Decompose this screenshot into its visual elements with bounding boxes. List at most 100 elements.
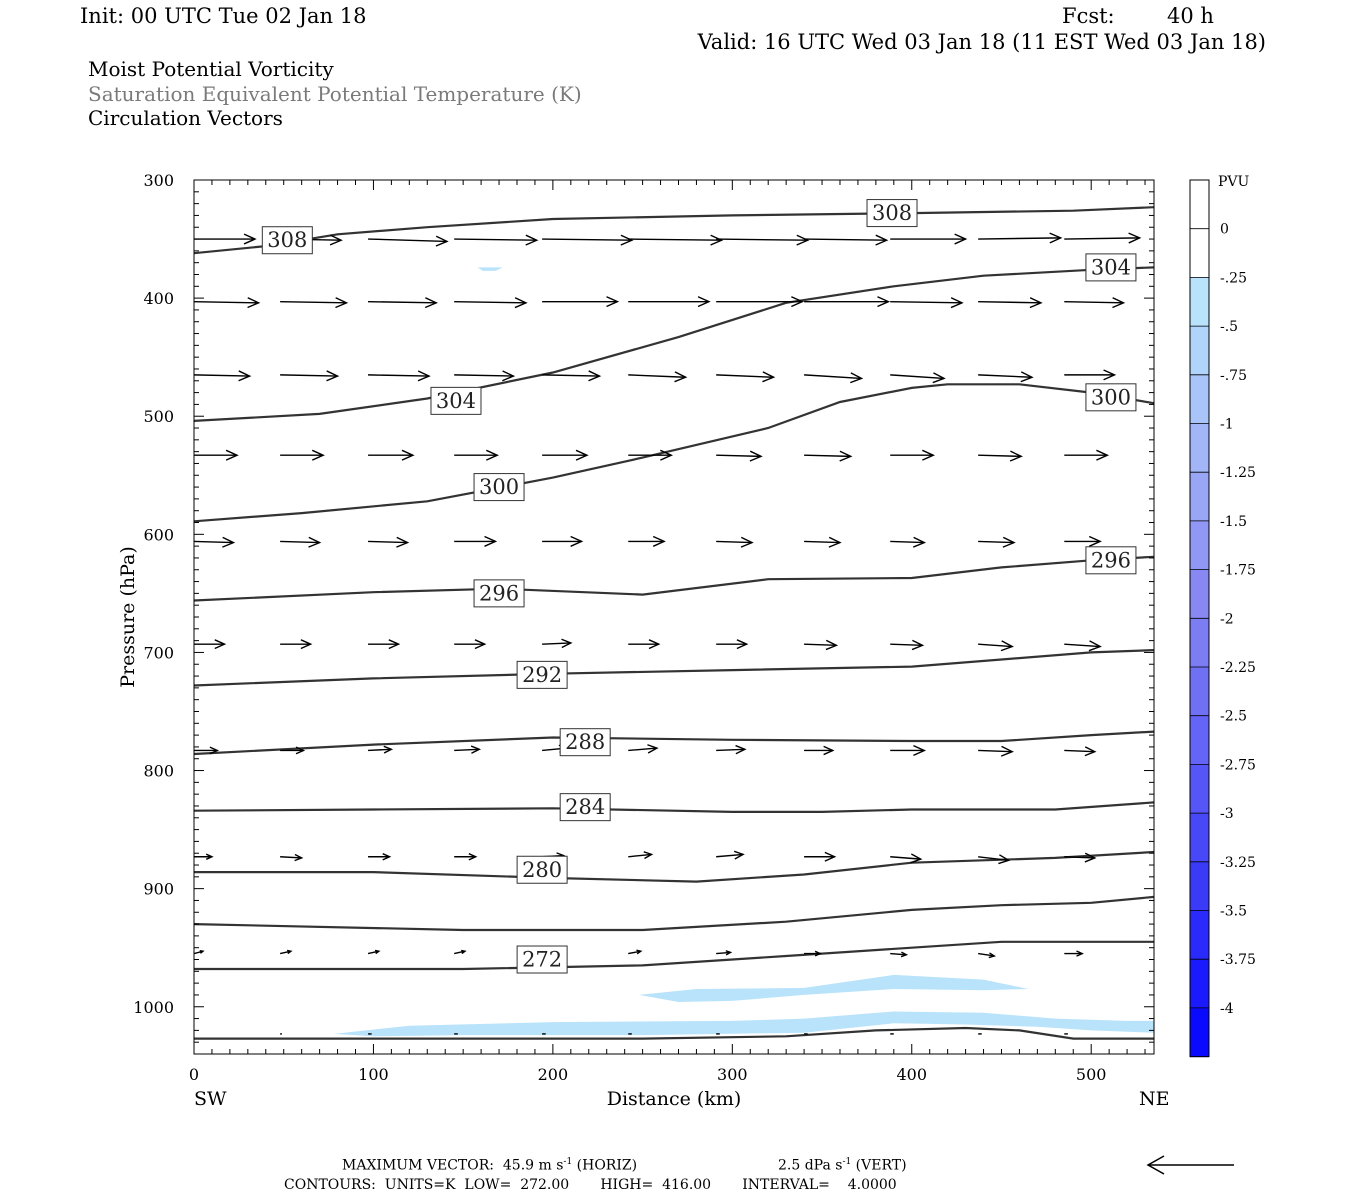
contour-label-304: 304 [1085,253,1137,282]
x-tick-label: 0 [189,1065,199,1084]
x-axis-title: Distance (km) [607,1088,742,1110]
theta-es-contour-288 [194,730,1154,756]
colorbar-swatch [1190,228,1209,278]
circulation-vector [194,233,257,245]
y-tick-label: 600 [143,525,174,544]
circulation-vector [368,745,394,754]
circulation-vector [628,639,661,650]
x-tick-label: 400 [896,1065,927,1084]
contour-label-text: 304 [1091,255,1131,279]
colorbar-label: -4 [1220,1001,1234,1017]
circulation-vector [280,853,304,862]
colorbar-label: -3.75 [1220,952,1256,968]
circulation-vector [716,296,805,308]
colorbar-label: -1.75 [1220,563,1256,579]
contour-label-text: 300 [479,475,519,499]
circulation-vector [368,536,410,548]
forecast-label: Fcst: [1062,4,1115,28]
theta-es-contour-296 [194,555,1154,602]
y-axis-title: Pressure (hPa) [117,546,139,688]
contour-label-text: 304 [436,389,476,413]
circulation-vector [1064,449,1110,461]
circulation-vector [628,949,643,955]
circulation-vector [280,639,313,650]
circulation-vector [542,638,573,649]
circulation-vector [368,370,431,382]
theta-es-contour-surface [194,1026,1154,1040]
max-vector-exponent: -1 [563,1157,573,1167]
circulation-vector [804,372,864,384]
circulation-vector [194,449,239,461]
circulation-vector [368,639,401,650]
circulation-vector [890,297,964,309]
circulation-vector [542,296,620,308]
circulation-vector [890,639,925,651]
colorbar-label: -1.25 [1220,465,1256,481]
colorbar-swatch [1190,667,1209,717]
circulation-vector [454,449,499,461]
contour-label-308: 308 [866,199,918,228]
contour-label-272: 272 [516,945,568,974]
colorbar-swatch [1190,715,1209,765]
contour-label-text: 300 [1091,385,1131,409]
circulation-vector [628,296,711,308]
circulation-vector [368,235,449,247]
colorbar-swatch [1190,959,1209,1009]
colorbar-label: -2 [1220,611,1234,627]
circulation-vector [280,370,340,382]
x-left-label: SW [194,1088,227,1110]
circulation-vector [194,853,214,860]
contour-label-text: 272 [522,948,562,972]
circulation-vector [368,853,392,861]
y-tick-label: 400 [143,289,174,308]
contour-label-300: 300 [473,473,525,502]
circulation-vector [804,639,839,651]
colorbar-swatch [1190,423,1209,473]
theta-es-contour-304 [194,266,1154,422]
max-vector-horiz: (HORIZ) [572,1157,638,1174]
circulation-vector [1064,746,1097,757]
circulation-vector [194,639,227,650]
circulation-vector [804,296,891,308]
colorbar-swatch [1190,326,1209,376]
circulation-vector [804,745,835,756]
contour-label-284: 284 [559,793,611,822]
pv-shaded-region [639,974,1029,1002]
y-tick-label: 800 [143,762,174,781]
contour-label-text: 280 [522,858,562,882]
circulation-vector [978,450,1023,462]
circulation-vector [194,297,261,309]
circulation-vector [628,744,659,754]
circulation-vector [716,536,754,548]
vertical-vector-text: 2.5 dPa s [778,1157,843,1174]
x-right-label: NE [1139,1088,1170,1110]
contour-label-text: 296 [479,581,519,605]
contour-label-text: 292 [522,663,562,687]
circulation-vector [804,234,889,246]
x-tick-label: 100 [358,1065,389,1084]
circulation-vector [716,234,810,246]
circulation-vector [194,536,236,548]
colorbar-label: -3.5 [1220,904,1247,920]
contour-label-300: 300 [1085,383,1137,412]
colorbar-label: -2.5 [1220,709,1247,725]
vertical-vector-note: 2.5 dPa s-1 (VERT) [778,1157,907,1174]
colorbar-swatch [1190,180,1209,230]
circulation-vector [194,746,220,755]
max-vector-note: MAXIMUM VECTOR: 45.9 m s-1 (HORIZ) [342,1157,637,1174]
circulation-vector [890,853,923,864]
circulation-vector [978,854,1011,865]
circulation-vector [804,851,837,862]
colorbar-label: -1 [1220,417,1234,433]
circulation-vector [804,950,822,957]
init-time: Init: 00 UTC Tue 02 Jan 18 [80,4,367,28]
circulation-vector [1064,369,1117,381]
circulation-vector [1064,297,1126,309]
colorbar-swatch [1190,861,1209,912]
circulation-vector [628,449,674,461]
circulation-vector [628,234,724,246]
circulation-vector [804,536,842,548]
y-tick-label: 300 [143,171,174,190]
circulation-vector [716,744,747,755]
theta-es-contour-292 [194,649,1154,687]
